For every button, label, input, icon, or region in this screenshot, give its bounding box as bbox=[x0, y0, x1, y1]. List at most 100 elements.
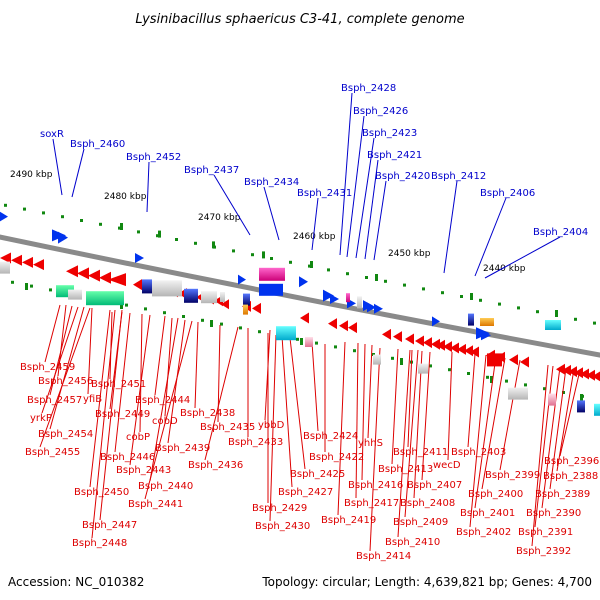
callout-line bbox=[49, 306, 85, 430]
reverse-gene-label[interactable]: Bsph_2401 bbox=[460, 508, 515, 519]
reverse-gene-label[interactable]: wecD bbox=[433, 460, 461, 471]
forward-gene-label[interactable]: Bsph_2428 bbox=[341, 83, 396, 94]
scale-dot bbox=[574, 317, 577, 321]
reverse-gene-arrow bbox=[509, 354, 518, 366]
reverse-gene-label[interactable]: Bsph_2441 bbox=[128, 499, 183, 510]
scale-dot bbox=[220, 322, 223, 326]
reverse-gene-label[interactable]: Bsph_2455 bbox=[25, 447, 80, 458]
scale-tick bbox=[212, 241, 215, 249]
reverse-gene-label[interactable]: Bsph_2433 bbox=[228, 437, 283, 448]
reverse-gene-label[interactable]: Bsph_2427 bbox=[278, 487, 333, 498]
scale-dot bbox=[239, 326, 242, 330]
reverse-gene-label[interactable]: Bsph_2392 bbox=[516, 546, 571, 557]
callout-line bbox=[364, 159, 379, 260]
reverse-gene-label[interactable]: Bsph_2443 bbox=[116, 465, 171, 476]
reverse-gene-label[interactable]: Bsph_2457 bbox=[27, 395, 82, 406]
callout-line bbox=[263, 186, 280, 241]
callout-line bbox=[469, 354, 487, 528]
reverse-gene-label[interactable]: Bsph_2399 bbox=[485, 470, 540, 481]
scale-dot bbox=[498, 302, 501, 306]
forward-gene-label[interactable]: Bsph_2421 bbox=[367, 150, 422, 161]
reverse-gene-arrow bbox=[415, 335, 424, 347]
reverse-gene-label[interactable]: yrkP bbox=[30, 413, 52, 424]
reverse-gene-label[interactable]: yhhS bbox=[358, 438, 383, 449]
reverse-gene-label[interactable]: ybbD bbox=[258, 420, 285, 431]
forward-gene-label[interactable]: soxR bbox=[40, 129, 64, 140]
reverse-gene-label[interactable]: Bsph_2390 bbox=[526, 508, 581, 519]
scale-dot bbox=[175, 238, 178, 241]
reverse-gene-label[interactable]: Bsph_2449 bbox=[95, 409, 150, 420]
forward-gene-label[interactable]: Bsph_2406 bbox=[480, 188, 535, 199]
reverse-gene-label[interactable]: Bsph_2459 bbox=[20, 362, 75, 373]
reverse-gene-label[interactable]: cobD bbox=[152, 416, 178, 427]
forward-gene-label[interactable]: Bsph_2452 bbox=[126, 152, 181, 163]
reverse-gene-label[interactable]: Bsph_2444 bbox=[135, 395, 190, 406]
forward-gene-label[interactable]: Bsph_2404 bbox=[533, 227, 588, 238]
scale-dot bbox=[479, 298, 482, 302]
map-title: Lysinibacillus sphaericus C3-41, complet… bbox=[135, 12, 464, 27]
reverse-gene-label[interactable]: yfiB bbox=[83, 394, 102, 405]
reverse-gene-label[interactable]: Bsph_2439 bbox=[155, 443, 210, 454]
reverse-gene-label[interactable]: Bsph_2447 bbox=[82, 520, 137, 531]
forward-gene-label[interactable]: Bsph_2412 bbox=[431, 171, 486, 182]
reverse-gene-label[interactable]: Bsph_2419 bbox=[321, 515, 376, 526]
forward-gene-label[interactable]: Bsph_2434 bbox=[244, 177, 299, 188]
forward-gene-label[interactable]: Bsph_2460 bbox=[70, 139, 125, 150]
reverse-gene-label[interactable]: Bsph_2391 bbox=[518, 527, 573, 538]
callout-line bbox=[337, 341, 346, 516]
reverse-gene-label[interactable]: Bsph_2429 bbox=[252, 503, 307, 514]
reverse-gene-label[interactable]: Bsph_2425 bbox=[290, 469, 345, 480]
reverse-gene-label[interactable]: cobP bbox=[126, 432, 150, 443]
callout-line bbox=[89, 309, 111, 488]
reverse-gene-label[interactable]: Bsph_2389 bbox=[535, 489, 590, 500]
forward-gene-label[interactable]: Bsph_2423 bbox=[362, 128, 417, 139]
reverse-gene-label[interactable]: Bsph_2422 bbox=[309, 452, 364, 463]
reverse-gene-label[interactable]: Bsph_2411 bbox=[393, 447, 448, 458]
scale-dot bbox=[144, 307, 147, 311]
forward-gene-label[interactable]: Bsph_2420 bbox=[375, 171, 430, 182]
reverse-gene-label[interactable]: Bsph_2435 bbox=[200, 422, 255, 433]
reverse-gene-label[interactable]: Bsph_2438 bbox=[180, 408, 235, 419]
reverse-gene-label[interactable]: Bsph_2446 bbox=[100, 452, 155, 463]
reverse-gene-label[interactable]: Bsph_2456 bbox=[38, 376, 93, 387]
reverse-gene-label[interactable]: Bsph_2402 bbox=[456, 527, 511, 538]
reverse-gene-label[interactable]: Bsph_2408 bbox=[400, 498, 455, 509]
reverse-gene-label[interactable]: Bsph_2400 bbox=[468, 489, 523, 500]
reverse-gene-label[interactable]: Bsph_2451 bbox=[91, 379, 146, 390]
reverse-gene-label[interactable]: Bsph_2410 bbox=[385, 537, 440, 548]
forward-gene-label[interactable]: Bsph_2437 bbox=[184, 165, 239, 176]
scale-tick bbox=[580, 394, 583, 401]
reverse-gene-label[interactable]: Bsph_2448 bbox=[72, 538, 127, 549]
reverse-gene-label[interactable]: Bsph_2396 bbox=[544, 456, 599, 467]
feature-block bbox=[548, 393, 556, 406]
reverse-gene-label[interactable]: Bsph_2436 bbox=[188, 460, 243, 471]
scale-dot bbox=[296, 337, 299, 341]
scale-label: 2450 kbp bbox=[388, 249, 431, 259]
reverse-gene-label[interactable]: Bsph_2416 bbox=[348, 480, 403, 491]
reverse-gene-arrow bbox=[574, 367, 583, 379]
reverse-gene-label[interactable]: Bsph_2407 bbox=[407, 480, 462, 491]
reverse-gene-label[interactable]: Bsph_2388 bbox=[543, 471, 598, 482]
forward-gene-arrow bbox=[432, 316, 440, 327]
reverse-gene-arrow bbox=[431, 338, 440, 350]
forward-gene-label[interactable]: Bsph_2431 bbox=[297, 188, 352, 199]
reverse-gene-label[interactable]: Bsph_2403 bbox=[451, 447, 506, 458]
reverse-gene-label[interactable]: Bsph_2440 bbox=[138, 481, 193, 492]
reverse-gene-label[interactable]: Bsph_2450 bbox=[74, 487, 129, 498]
forward-gene-label[interactable]: Bsph_2426 bbox=[353, 106, 408, 117]
reverse-gene-label[interactable]: Bsph_2417 bbox=[344, 498, 399, 509]
reverse-gene-label[interactable]: Bsph_2413 bbox=[378, 464, 433, 475]
callout-line bbox=[213, 174, 251, 236]
reverse-gene-arrow bbox=[470, 346, 479, 358]
scale-dot bbox=[334, 345, 337, 349]
callout-line bbox=[44, 304, 61, 363]
genome-backbone bbox=[0, 234, 600, 358]
reverse-gene-label[interactable]: Bsph_2430 bbox=[255, 521, 310, 532]
scale-label: 2470 kbp bbox=[198, 213, 241, 223]
accession-text: Accession: NC_010382 bbox=[8, 575, 144, 589]
reverse-gene-label[interactable]: Bsph_2414 bbox=[356, 551, 411, 562]
callout-line bbox=[541, 366, 561, 509]
reverse-gene-label[interactable]: Bsph_2424 bbox=[303, 431, 358, 442]
reverse-gene-label[interactable]: Bsph_2454 bbox=[38, 429, 93, 440]
reverse-gene-label[interactable]: Bsph_2409 bbox=[393, 517, 448, 528]
